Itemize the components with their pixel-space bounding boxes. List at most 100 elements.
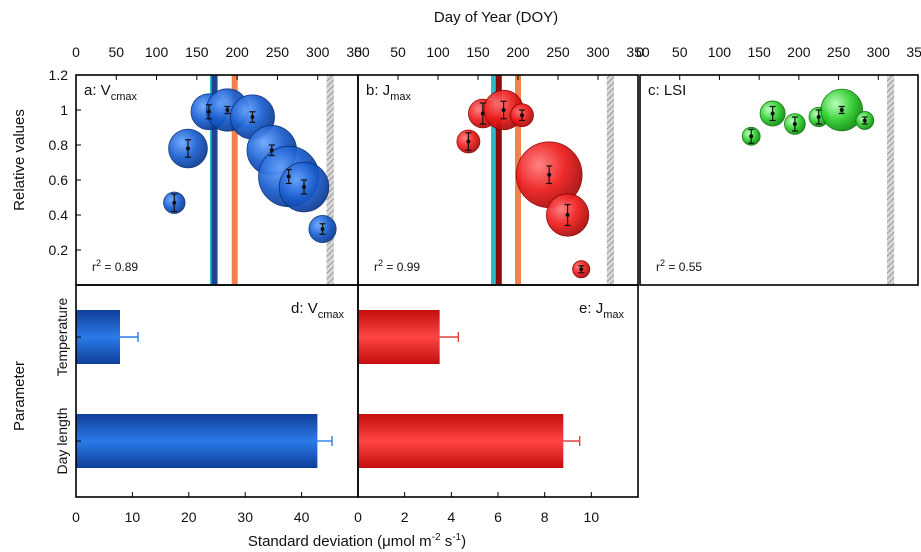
x-tick-label: 200: [506, 44, 530, 60]
panel-label-main: a: V: [84, 82, 111, 99]
x-tick-label: 150: [185, 44, 209, 60]
bar: [358, 414, 564, 468]
data-point-center: [862, 118, 867, 123]
bar: [358, 310, 440, 364]
r-squared-label: r2 = 0.99: [374, 258, 420, 274]
panel-a-vcmax-scatter: 0 50 100 150 200 250 300 350 0.2 0.4 0.6 0.8 1 1.2 a: …: [49, 44, 370, 286]
x-tick-label: 300: [586, 44, 610, 60]
r-squared-label: r2 = 0.55: [656, 258, 702, 274]
data-point-center: [770, 111, 775, 116]
data-point-center: [320, 227, 325, 231]
panel-label-main: e: J: [579, 300, 603, 317]
panel-label-main: b: J: [366, 82, 390, 99]
data-point-center: [466, 139, 471, 144]
x-tick-label: 20: [181, 509, 197, 525]
panel-label-sub: cmax: [111, 91, 138, 103]
marker-vline: [211, 75, 218, 285]
x-tick-label: 250: [827, 44, 851, 60]
data-point-center: [225, 108, 230, 112]
x-tick-label: 10: [584, 509, 600, 525]
data-point-center: [501, 108, 506, 112]
y-tick-label: 1.2: [49, 67, 69, 83]
bar: [76, 310, 120, 364]
data-point-center: [565, 213, 570, 217]
panel-label: c: LSI: [648, 82, 686, 99]
x-tick-label: 350: [906, 44, 921, 60]
r2-symbol: r: [374, 260, 378, 274]
panel-c-lsi-scatter: 0 50 100 150 200 250 300 350 c: LSI r2 = 0.55: [636, 44, 921, 286]
panel-label-sub: cmax: [318, 309, 345, 321]
x-tick-label: 250: [546, 44, 570, 60]
hatched-band: [606, 75, 614, 285]
data-point-center: [172, 200, 177, 205]
x-tick-label: 0: [354, 44, 362, 60]
hatched-band: [326, 75, 334, 285]
data-point-center: [302, 185, 307, 189]
x-tick-label: 200: [225, 44, 249, 60]
data-point-center: [839, 108, 844, 112]
r2-sup: 2: [660, 258, 665, 268]
x-tick-label: 0: [72, 509, 80, 525]
panel-label: b: Jmax: [366, 82, 411, 103]
x-tick-label: 40: [294, 509, 310, 525]
x-tick-label: 50: [390, 44, 406, 60]
x-tick-label: 2: [401, 509, 409, 525]
x-tick-label: 0: [636, 44, 644, 60]
panel-label: a: Vcmax: [84, 82, 137, 103]
x-tick-label: 50: [672, 44, 688, 60]
marker-vline: [491, 75, 497, 285]
x-tick-label: 150: [466, 44, 490, 60]
x-tick-label: 10: [125, 509, 141, 525]
x-tick-label: 250: [266, 44, 290, 60]
marker-vline: [495, 75, 502, 285]
panel-d-vcmax-bars: 0 10 20 30 40 Temperature Day length d: Vcmax: [54, 284, 359, 525]
hatched-band: [887, 75, 895, 285]
x-tick-label: 350: [346, 44, 370, 60]
x-tick-label: 100: [426, 44, 450, 60]
r2-sup: 2: [378, 258, 383, 268]
y-tick-label: 1: [60, 102, 68, 118]
x-tick-label: 0: [72, 44, 80, 60]
data-point-center: [206, 109, 211, 114]
x-tick-label: 200: [787, 44, 811, 60]
panel-label-main: c: LSI: [648, 82, 686, 99]
data-point-center: [520, 113, 524, 118]
panel-label: d: Vcmax: [291, 300, 344, 321]
data-point-center: [547, 172, 552, 177]
left-axis-label-parameter: Parameter: [11, 361, 28, 431]
data-point-center: [480, 111, 485, 116]
r2-value: = 0.89: [101, 260, 138, 274]
x-tick-label: 300: [306, 44, 330, 60]
x-tick-label: 150: [747, 44, 771, 60]
r-squared-label: r2 = 0.89: [92, 258, 138, 274]
top-axis-label: Day of Year (DOY): [434, 9, 558, 26]
r2-value: = 0.99: [383, 260, 420, 274]
data-point-center: [579, 267, 584, 272]
panel-label-sub: max: [390, 91, 411, 103]
y-tick-label: 0.2: [49, 242, 69, 258]
x-tick-label: 4: [447, 509, 455, 525]
y-tick-label: 0.8: [49, 137, 69, 153]
x-tick-label: 8: [541, 509, 549, 525]
data-point-center: [269, 148, 274, 153]
data-point-center: [749, 134, 754, 139]
panel-label-sub: max: [603, 309, 624, 321]
marker-vline: [231, 75, 238, 285]
bar: [76, 414, 318, 468]
category-label: Temperature: [54, 297, 70, 376]
data-point-center: [250, 115, 255, 119]
data-point-center: [286, 174, 291, 179]
r2-symbol: r: [92, 260, 96, 274]
y-tick-label: 0.6: [49, 172, 69, 188]
panel-e-jmax-bars: 0 2 4 6 8 10 e: Jmax: [354, 284, 639, 525]
panel-label: e: Jmax: [579, 300, 624, 321]
x-tick-label: 0: [354, 509, 362, 525]
panel-b-jmax-scatter: 0 50 100 150 200 250 300 350 b: Jmax r2 = 0.99: [354, 44, 650, 286]
data-point-center: [792, 122, 797, 126]
left-axis-label-relative: Relative values: [11, 109, 28, 211]
x-tick-label: 100: [708, 44, 732, 60]
x-tick-label: 350: [626, 44, 650, 60]
y-tick-label: 0.4: [49, 207, 69, 223]
panel-label-main: d: V: [291, 300, 318, 317]
